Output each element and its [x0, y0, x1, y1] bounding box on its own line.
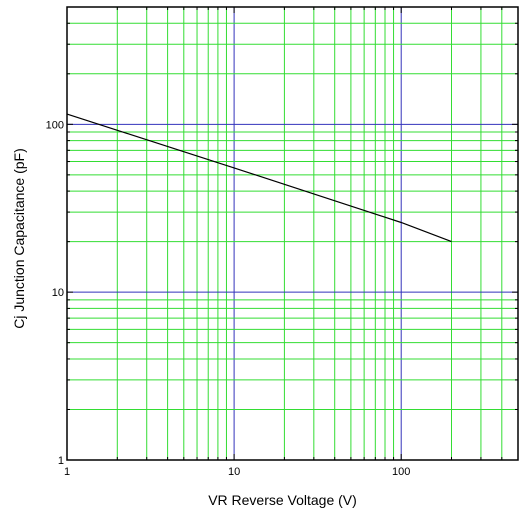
y-tick-label: 100	[46, 119, 64, 131]
x-tick-label: 10	[228, 466, 240, 478]
plot-frame	[66, 6, 519, 461]
series-layer	[66, 113, 452, 243]
grid-layer	[67, 7, 518, 460]
series-line	[66, 113, 452, 243]
labels-layer: 1 10 100 1 10 100	[46, 119, 411, 478]
x-axis-label: VR Reverse Voltage (V)	[208, 492, 357, 508]
y-axis-label: Cj Junction Capacitance (pF)	[11, 148, 27, 329]
ticks-layer	[66, 6, 519, 461]
y-tick-label: 10	[52, 287, 64, 299]
y-tick-label: 1	[58, 455, 64, 467]
x-tick-label: 100	[392, 466, 410, 478]
x-tick-label: 1	[64, 466, 70, 478]
